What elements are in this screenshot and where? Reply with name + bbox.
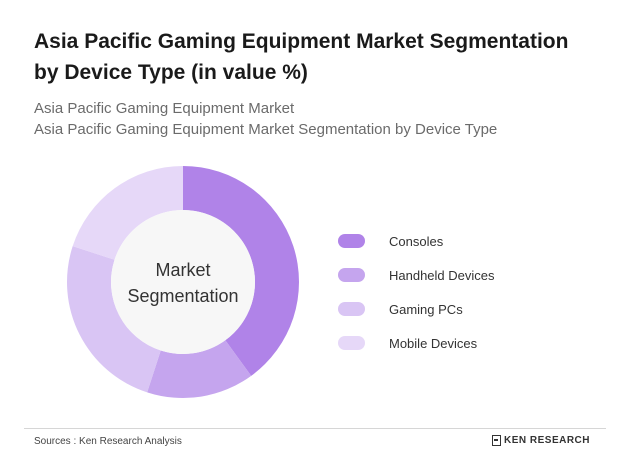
legend-item-handheld-devices: Handheld Devices	[338, 266, 495, 284]
footer-divider	[24, 428, 606, 429]
slice-mobile-devices	[72, 166, 183, 260]
slice-consoles	[183, 166, 299, 376]
legend: Consoles Handheld Devices Gaming PCs Mobile…	[338, 232, 495, 368]
legend-swatch-handheld-devices	[338, 268, 365, 282]
legend-item-consoles: Consoles	[338, 232, 495, 250]
legend-label-handheld-devices: Handheld Devices	[389, 267, 495, 283]
legend-item-mobile-devices: Mobile Devices	[338, 334, 495, 352]
chart-title: Asia Pacific Gaming Equipment Market Seg…	[34, 30, 569, 84]
legend-swatch-consoles	[338, 234, 365, 248]
center-label-line-2: Segmentation	[127, 286, 238, 306]
donut-slices	[66, 166, 299, 399]
ken-research-logo-icon	[491, 435, 501, 446]
subtitle-line-2: Asia Pacific Gaming Equipment Market Seg…	[34, 121, 498, 138]
legend-item-gaming-pcs: Gaming PCs	[338, 300, 495, 318]
slice-gaming-pcs	[66, 246, 161, 393]
ken-research-logo-text: KEN RESEARCH	[503, 435, 590, 446]
legend-swatch-gaming-pcs	[338, 302, 365, 316]
legend-label-mobile-devices: Mobile Devices	[389, 335, 478, 351]
subtitle: Asia Pacific Gaming Equipment Market Asi…	[34, 98, 497, 140]
legend-label-consoles: Consoles	[389, 233, 444, 249]
source-note: Sources : Ken Research Analysis	[34, 436, 182, 447]
slice-handheld-devices	[147, 340, 252, 399]
center-label-line-1: Market	[155, 260, 210, 280]
subtitle-line-1: Asia Pacific Gaming Equipment Market	[34, 100, 295, 117]
ken-research-logo: KEN RESEARCH	[491, 435, 590, 446]
legend-label-gaming-pcs: Gaming PCs	[389, 301, 463, 317]
legend-swatch-mobile-devices	[338, 336, 365, 350]
donut-center	[111, 210, 255, 354]
